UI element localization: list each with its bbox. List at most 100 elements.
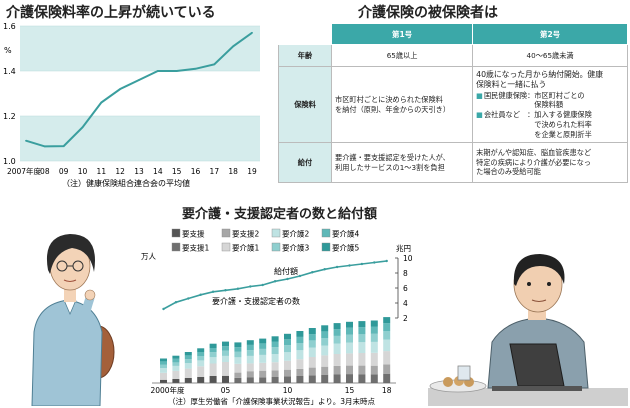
bar-segment xyxy=(284,333,291,340)
bar-segment xyxy=(197,360,205,367)
benefit-point xyxy=(385,259,388,263)
bar-segment xyxy=(209,363,217,376)
bar-segment xyxy=(184,363,192,369)
bar-segment xyxy=(184,355,192,360)
bar-segment xyxy=(383,364,391,374)
rate-band-1 xyxy=(20,26,260,71)
benefit-point xyxy=(323,268,326,271)
rate-point xyxy=(43,145,46,148)
benefit-point xyxy=(286,277,289,281)
bar-segment xyxy=(346,365,353,375)
bar-segment xyxy=(284,360,291,370)
bar-segment xyxy=(246,355,254,364)
bar-segment xyxy=(271,336,279,342)
bar-segment xyxy=(246,340,254,345)
bar-segment xyxy=(308,340,316,348)
legend-label: 要支援2 xyxy=(232,229,259,239)
bar-y2-tick-label: 10 xyxy=(403,254,413,263)
rate-point xyxy=(138,79,140,81)
age-second-text: 40～65歳未満 xyxy=(526,50,574,60)
certified-bar-chart: 要支援 要支援2 要介護2 要介護4 要支援1 要介護1 要介護3 要介護5 万人 兆円 2 4… xyxy=(141,228,413,407)
rate-ytick-label: 1.2 xyxy=(3,112,16,121)
bar-segment xyxy=(197,366,205,377)
legend-swatch xyxy=(271,228,281,238)
bar-segment xyxy=(321,338,329,346)
bar-segment xyxy=(271,370,279,377)
premium-item-employee-line-1: 加入する健康保険 xyxy=(534,110,592,120)
rate-ytick-label: 1.4 xyxy=(3,67,16,76)
bar-segment xyxy=(160,379,167,383)
bar-segment xyxy=(308,367,316,376)
rate-xtick-label: 09 xyxy=(59,167,69,176)
bar-segment xyxy=(222,350,229,356)
rate-line-chart: 1.0 1.2 1.4 1.6 % 2007年度 08 09 10 11 12 13 14 15 16 1… xyxy=(3,22,260,188)
bar-segment xyxy=(370,352,378,366)
rate-point xyxy=(175,70,178,72)
benefit-point xyxy=(348,264,351,267)
legend-swatch xyxy=(171,228,181,238)
bar-segment xyxy=(197,377,205,383)
bar-segment xyxy=(358,342,366,353)
legend-swatch xyxy=(221,242,231,252)
benefit-first-line-2: 利用したサービスの1～3割を負担 xyxy=(335,162,445,172)
bar-segment xyxy=(333,365,341,375)
premium-item-national: 国民健康保険： 市区町村ごとの 保険料額 xyxy=(476,91,624,110)
bar-segment xyxy=(271,341,279,348)
bar-segment xyxy=(259,370,267,378)
bar-segment xyxy=(370,320,378,327)
bar-segment xyxy=(296,350,304,360)
bar-xtick-label: 2000年度 xyxy=(150,385,185,395)
bar-segment xyxy=(321,325,329,332)
premium-first-cell: 市区町村ごとに決められた保険料 を納付（原則、年金からの天引き） xyxy=(330,66,474,143)
man-illustration xyxy=(428,254,628,406)
bar-segment xyxy=(346,334,353,343)
rate-point xyxy=(100,101,103,104)
legend-label: 要支援1 xyxy=(182,243,209,253)
bar-segment xyxy=(271,377,279,383)
rate-ytick-label: 1.6 xyxy=(3,22,16,31)
rate-ytick-label: 1.0 xyxy=(3,157,16,166)
bar-segment xyxy=(333,329,341,336)
bar-segment xyxy=(259,348,267,355)
bar-segment xyxy=(209,343,217,348)
rate-xtick-label: 15 xyxy=(172,167,182,176)
rate-point xyxy=(25,139,27,142)
benefit-point xyxy=(224,289,227,292)
benefit-point xyxy=(298,274,302,278)
bar-segment xyxy=(197,352,205,356)
benefit-point xyxy=(187,297,190,300)
rate-xtick-label: 2007年度 xyxy=(7,166,42,176)
benefit-second-cell: 末期がんや認知症、脳血管疾患など 特定の疾病により介護が必要になっ た場合のみ受… xyxy=(472,142,628,183)
rate-unit-label: % xyxy=(4,46,12,55)
premium-second-line-2: 保険料と一緒に払う xyxy=(476,80,547,90)
benefit-annotation: 給付額 xyxy=(274,266,298,276)
bar-segment xyxy=(234,357,242,364)
rate-xtick-label: 18 xyxy=(228,167,238,176)
bar-segment xyxy=(358,353,366,366)
insured-comparison-table: 第1号 第2号 年齢 65歳以上 40～65歳未満 保険料 市区町村ごとに決めら… xyxy=(278,23,628,183)
bar-segment xyxy=(172,365,180,371)
insured-table-title: 介護保険の被保険者は xyxy=(358,5,498,21)
row-label-benefit: 給付 xyxy=(278,142,332,183)
bar-segment xyxy=(234,372,242,378)
benefit-point xyxy=(261,283,264,287)
bar-segment xyxy=(370,341,378,353)
bar-segment xyxy=(296,331,304,337)
premium-item-national-label: 国民健康保険： xyxy=(476,91,534,110)
bar-segment xyxy=(383,373,391,383)
bar-segment xyxy=(321,374,329,383)
benefit-point xyxy=(199,293,202,296)
col-header-first: 第1号 xyxy=(330,23,474,45)
benefit-second-line-3: た場合のみ受給可能 xyxy=(476,167,541,177)
legend-swatch xyxy=(171,242,181,252)
bar-segment xyxy=(358,365,366,375)
col-header-second: 第2号 xyxy=(472,23,628,45)
bar-xtick-label: 10 xyxy=(283,386,293,395)
bar-y2-tick-label: 8 xyxy=(403,269,408,278)
bar-segment xyxy=(308,357,316,368)
bar-segment xyxy=(346,327,353,335)
benefit-point xyxy=(335,265,339,269)
bar-segment xyxy=(383,351,391,365)
bar-segment xyxy=(296,376,304,383)
premium-item-national-line-1: 市区町村ごとの xyxy=(534,90,585,100)
